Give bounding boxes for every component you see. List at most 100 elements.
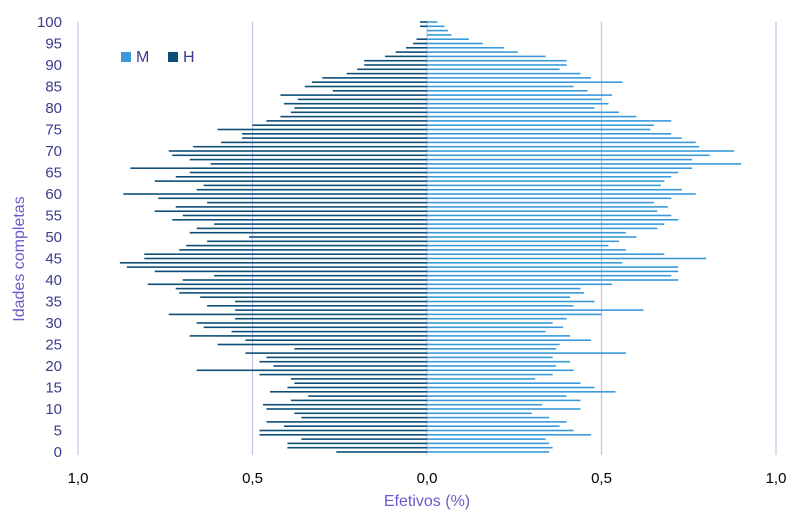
- bar-h-age-53: [214, 223, 427, 225]
- bar-h-age-20: [273, 365, 427, 367]
- bar-m-age-14: [427, 391, 616, 393]
- y-tick-label: 45: [45, 251, 62, 268]
- y-tick-label: 55: [45, 208, 62, 225]
- bar-h-age-46: [144, 253, 427, 255]
- bar-h-age-71: [193, 145, 427, 148]
- bar-h-age-65: [189, 171, 427, 174]
- bar-h-age-60: [123, 193, 428, 195]
- bar-h-age-81: [283, 102, 427, 105]
- bar-h-age-11: [262, 403, 427, 406]
- bar-h-age-66: [130, 167, 427, 169]
- bar-h-age-73: [242, 137, 427, 139]
- y-tick-label: 5: [54, 423, 62, 440]
- bar-h-age-9: [294, 412, 427, 415]
- bar-m-age-63: [427, 180, 665, 182]
- bar-m-age-89: [427, 68, 560, 71]
- bar-m-age-40: [427, 279, 679, 281]
- bar-h-age-77: [266, 120, 427, 122]
- bar-m-age-69: [427, 154, 710, 157]
- bar-h-age-14: [269, 391, 427, 393]
- bar-h-age-79: [290, 111, 427, 114]
- y-tick-label: 95: [45, 36, 62, 53]
- bar-m-age-39: [427, 283, 612, 286]
- bar-m-age-2: [427, 442, 550, 445]
- bar-m-age-90: [427, 64, 567, 66]
- bar-m-age-43: [427, 266, 679, 268]
- bar-m-age-8: [427, 416, 550, 419]
- y-tick-label: 25: [45, 337, 62, 354]
- bar-h-age-85: [304, 85, 427, 88]
- bar-m-age-38: [427, 287, 581, 290]
- bar-m-age-1: [427, 446, 553, 449]
- bar-h-age-50: [249, 236, 427, 238]
- bar-h-age-55: [182, 214, 427, 217]
- bar-m-age-0: [427, 451, 550, 453]
- bar-h-age-24: [294, 348, 427, 350]
- bar-h-age-95: [413, 42, 427, 45]
- x-tick-label: 1,0: [766, 470, 787, 487]
- bar-m-age-57: [427, 206, 668, 208]
- bar-m-age-29: [427, 326, 564, 329]
- bar-h-age-100: [420, 21, 427, 23]
- bar-h-age-70: [168, 150, 428, 152]
- bar-h-age-89: [357, 68, 427, 71]
- bar-m-age-84: [427, 90, 588, 92]
- bar-h-age-34: [207, 305, 427, 307]
- bar-h-age-33: [235, 309, 427, 311]
- y-tick-label: 50: [45, 229, 62, 246]
- bar-h-age-94: [406, 47, 427, 49]
- bar-h-age-68: [189, 158, 427, 161]
- bar-h-age-23: [245, 352, 427, 354]
- bar-h-age-7: [266, 421, 427, 423]
- bar-h-age-57: [175, 206, 427, 208]
- y-tick-label: 70: [45, 143, 62, 160]
- bar-m-age-15: [427, 386, 595, 389]
- bar-m-age-9: [427, 412, 532, 415]
- bar-m-age-48: [427, 244, 609, 247]
- bar-h-age-17: [290, 378, 427, 380]
- bar-h-age-63: [154, 180, 427, 182]
- bar-h-age-19: [196, 369, 427, 372]
- bar-h-age-75: [217, 128, 427, 131]
- y-tick-label: 30: [45, 315, 62, 332]
- bar-h-age-44: [119, 262, 427, 264]
- bar-h-age-38: [175, 287, 427, 290]
- y-tick-label: 65: [45, 165, 62, 182]
- bar-h-age-29: [203, 326, 427, 329]
- bar-h-age-56: [154, 210, 427, 212]
- bar-m-age-19: [427, 369, 574, 372]
- legend-swatch-m: [121, 52, 131, 62]
- bar-m-age-65: [427, 171, 679, 174]
- bar-m-age-87: [427, 77, 592, 79]
- bar-m-age-22: [427, 356, 553, 359]
- bar-m-age-60: [427, 193, 696, 195]
- bar-h-age-52: [196, 227, 427, 230]
- bar-m-age-25: [427, 343, 560, 346]
- bar-h-age-88: [346, 72, 427, 75]
- y-tick-label: 90: [45, 57, 62, 74]
- bar-m-age-75: [427, 128, 651, 131]
- bar-m-age-100: [427, 21, 438, 23]
- bar-h-age-21: [259, 360, 427, 363]
- bar-h-age-3: [301, 438, 427, 440]
- bar-h-age-84: [332, 90, 427, 92]
- bar-h-age-80: [294, 107, 427, 109]
- bar-h-age-83: [280, 94, 427, 96]
- bar-h-age-82: [297, 98, 427, 101]
- bar-h-age-30: [196, 322, 427, 324]
- x-axis-title: Efetivos (%): [384, 493, 470, 510]
- bar-m-age-13: [427, 395, 567, 397]
- bar-m-age-51: [427, 231, 626, 234]
- bar-h-age-36: [200, 296, 427, 298]
- bar-h-age-59: [158, 197, 427, 200]
- bar-m-age-73: [427, 137, 682, 139]
- y-tick-label: 10: [45, 401, 62, 418]
- bar-m-age-91: [427, 59, 567, 62]
- bar-h-age-64: [175, 176, 427, 178]
- bar-h-age-31: [235, 317, 427, 320]
- y-tick-label: 60: [45, 186, 62, 203]
- bar-h-age-37: [179, 292, 427, 294]
- bar-h-age-99: [420, 25, 427, 28]
